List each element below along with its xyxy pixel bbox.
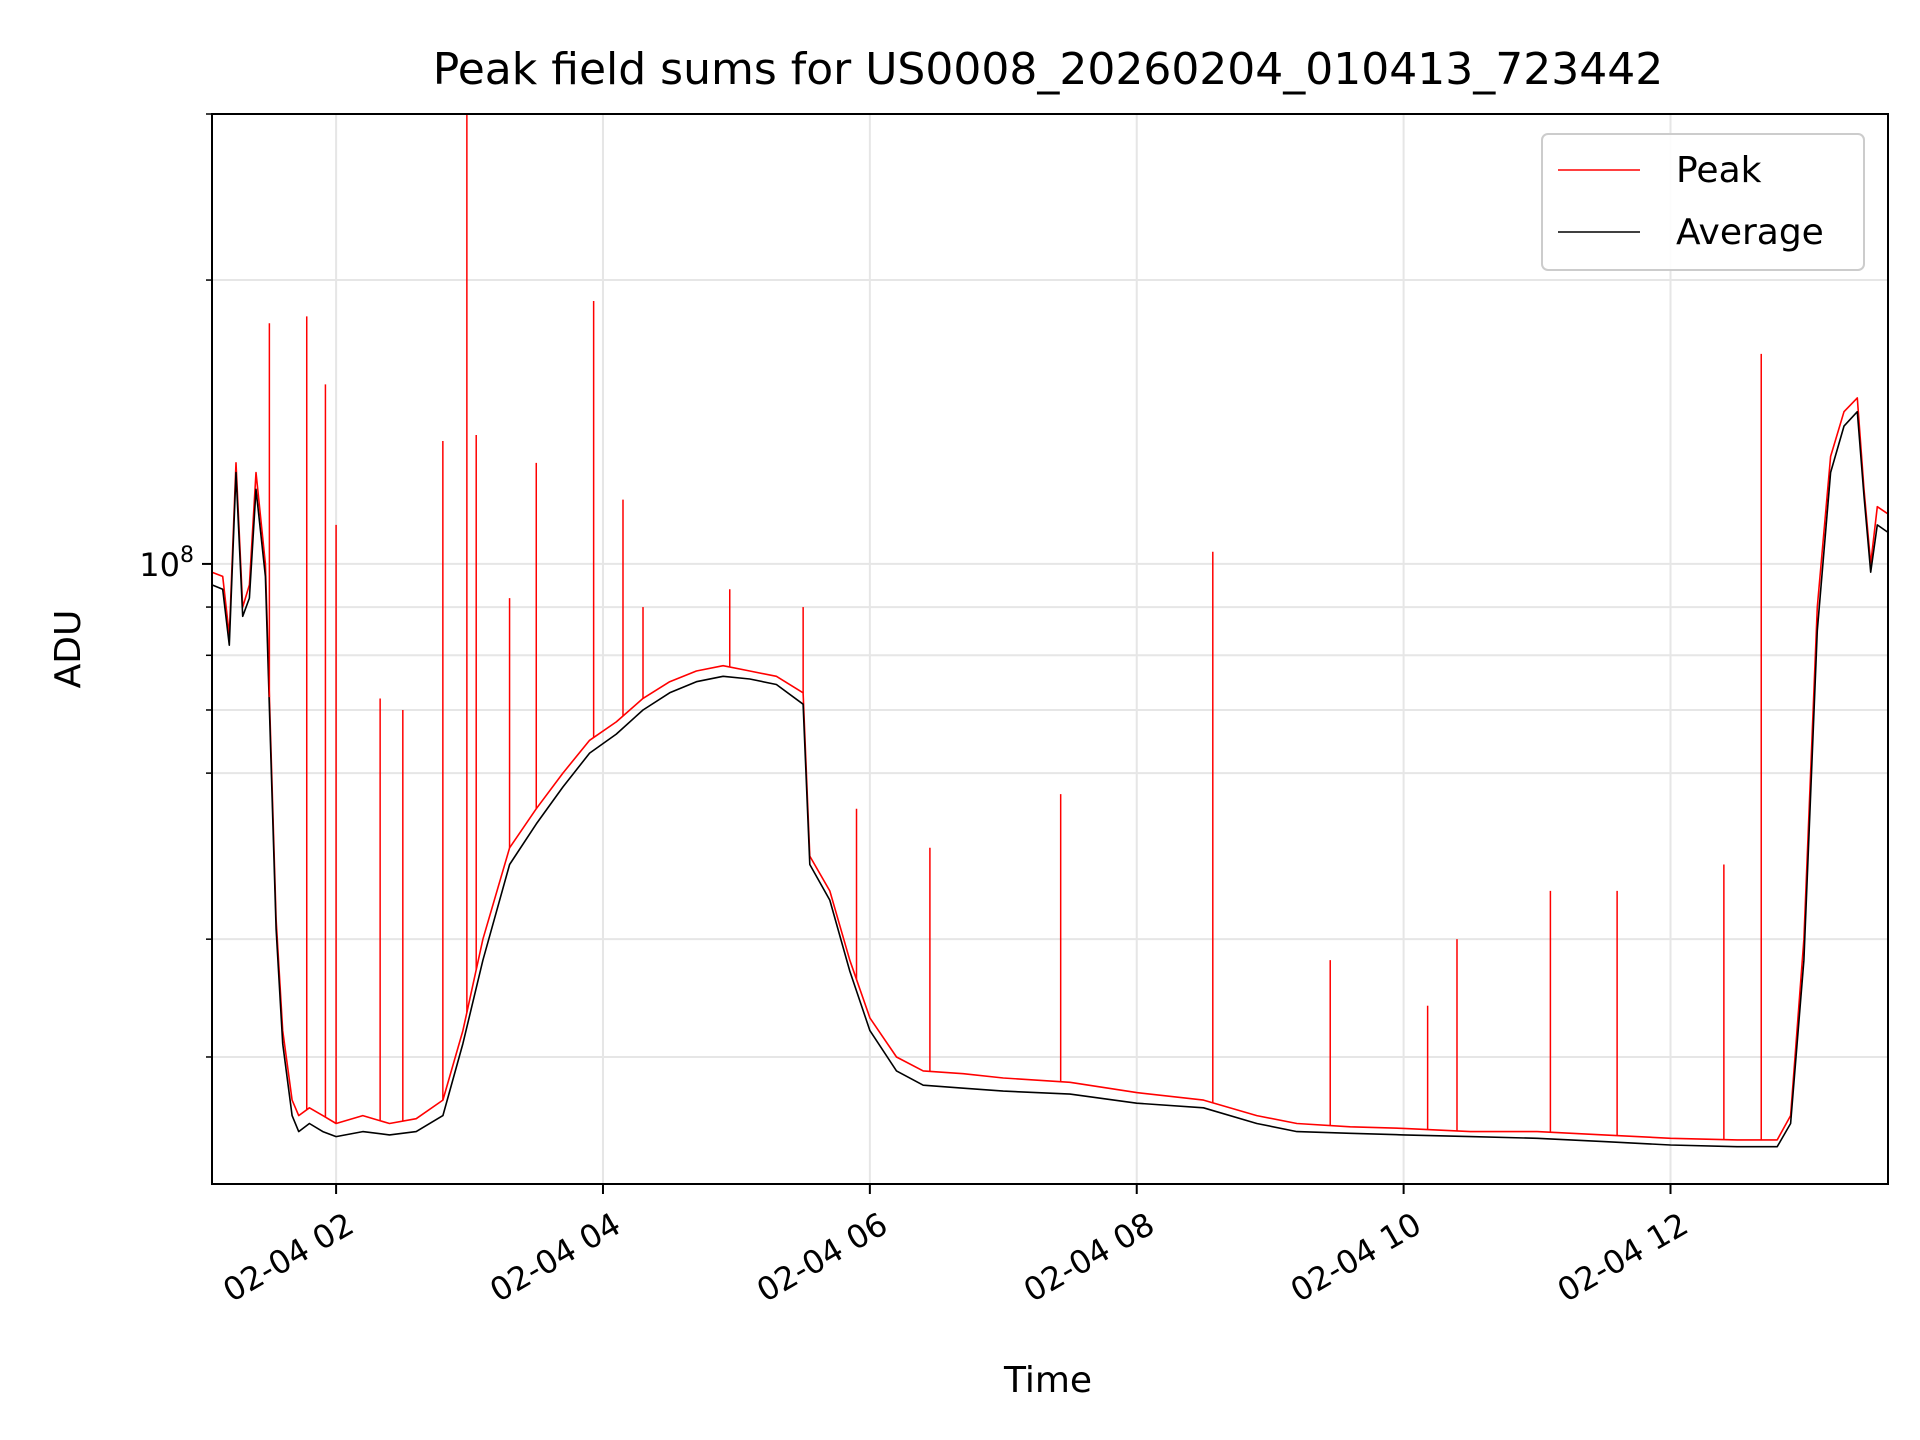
x-axis-label: Time — [1003, 1360, 1092, 1401]
legend-label-peak: Peak — [1676, 150, 1762, 191]
series-line-average — [211, 410, 1889, 1148]
legend: Peak Average — [1541, 133, 1865, 271]
plot-lines — [211, 114, 1889, 1148]
plot-frame — [211, 113, 1889, 1185]
legend-box — [1541, 133, 1865, 271]
series-line-peak — [211, 397, 1889, 1141]
y-axis-label: ADU — [48, 610, 89, 689]
legend-label-average: Average — [1676, 212, 1824, 253]
chart-title: Peak field sums for US0008_20260204_0104… — [433, 44, 1663, 95]
